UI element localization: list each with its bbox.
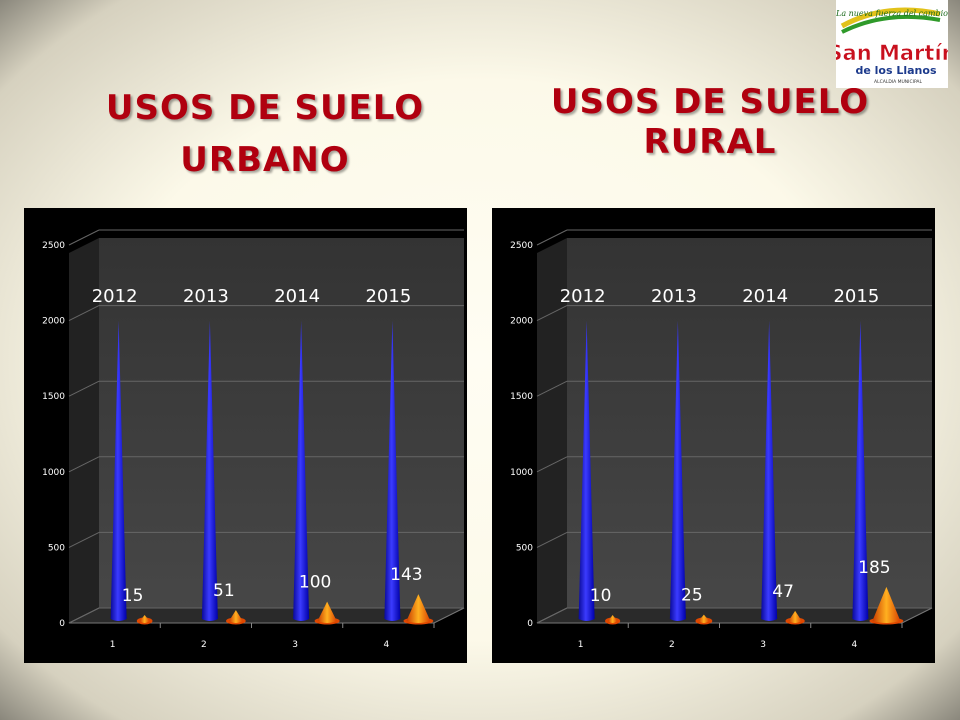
svg-text:San Martín: San Martín — [836, 41, 948, 65]
y-tick-label: 2500 — [42, 241, 65, 251]
gridline-depth — [68, 607, 100, 624]
chart-side-wall — [69, 238, 99, 623]
bar-blue-cone — [293, 320, 310, 621]
chart-back-wall — [567, 238, 932, 608]
gridline-depth — [536, 456, 568, 473]
category-label: 2012 — [92, 286, 138, 307]
bar-orange-cone — [317, 601, 337, 623]
y-tick-label: 0 — [59, 619, 65, 629]
gridline-depth — [68, 229, 100, 246]
gridline-depth — [536, 305, 568, 322]
x-tick-label: 3 — [292, 640, 298, 650]
gridline-depth — [68, 456, 100, 473]
bar-orange-cone — [788, 610, 802, 623]
data-label: 51 — [213, 581, 235, 601]
y-tick-label: 1500 — [42, 392, 65, 402]
x-tick-label: 1 — [110, 640, 116, 650]
x-tick-label: 1 — [578, 640, 584, 650]
svg-text:La nueva fuerza del cambio: La nueva fuerza del cambio — [836, 9, 948, 18]
category-label: 2014 — [742, 286, 788, 307]
x-tick-label: 2 — [201, 640, 207, 650]
chart-svg-rural: 0 500 1000 1500 2000 2500 1 2012 10 2 2013 25 3 2014 4… — [510, 229, 933, 650]
gridline-depth — [68, 305, 100, 322]
bar-orange-cone — [872, 586, 901, 623]
bar-blue-cone — [578, 320, 595, 621]
svg-text:ALCALDIA MUNICIPAL: ALCALDIA MUNICIPAL — [874, 79, 922, 85]
category-label: 2014 — [274, 286, 320, 307]
x-tick-label: 3 — [760, 640, 766, 650]
title-urbano: Usos de Suelo Urbano — [105, 88, 425, 180]
data-label: 143 — [390, 565, 422, 585]
bar-blue-cone — [669, 320, 686, 621]
y-tick-label: 2000 — [42, 317, 65, 327]
bar-orange-cone — [608, 615, 618, 623]
data-label: 15 — [122, 586, 144, 606]
bar-blue-cone — [761, 320, 778, 621]
svg-text:de los Llanos: de los Llanos — [855, 64, 936, 77]
chart-side-wall — [537, 238, 567, 623]
bar-orange-cone — [139, 615, 150, 623]
y-tick-label: 1000 — [510, 468, 533, 478]
bar-orange-cone — [406, 594, 431, 623]
chart-usos-suelo-rural: 0 500 1000 1500 2000 2500 1 2012 10 2 2013 25 3 2014 4… — [492, 208, 935, 663]
category-label: 2015 — [833, 286, 879, 307]
data-label: 185 — [858, 558, 890, 578]
gridline-depth — [68, 531, 100, 548]
bar-blue-cone — [852, 320, 869, 621]
gridline-depth — [536, 380, 568, 397]
y-tick-label: 500 — [48, 543, 65, 553]
gridline-depth — [536, 229, 568, 246]
y-tick-label: 2000 — [510, 317, 533, 327]
data-label: 47 — [772, 582, 794, 602]
data-label: 100 — [299, 573, 331, 593]
category-label: 2015 — [365, 286, 411, 307]
gridline-depth — [536, 607, 568, 624]
bar-blue-cone — [384, 320, 401, 621]
gridline-depth — [536, 531, 568, 548]
chart-svg-urbano: 0 500 1000 1500 2000 2500 1 2012 15 2 2013 51 3 2014 1… — [42, 229, 465, 650]
bar-blue-cone — [110, 320, 127, 621]
data-label: 25 — [681, 586, 703, 606]
category-label: 2013 — [651, 286, 697, 307]
chart-back-wall — [99, 238, 464, 608]
y-tick-label: 0 — [527, 619, 533, 629]
x-tick-label: 4 — [384, 640, 390, 650]
bar-orange-cone — [229, 610, 243, 623]
chart-usos-suelo-urbano: 0 500 1000 1500 2000 2500 1 2012 15 2 2013 51 3 2014 1… — [24, 208, 467, 663]
y-tick-label: 2500 — [510, 241, 533, 251]
y-tick-label: 1500 — [510, 392, 533, 402]
category-label: 2013 — [183, 286, 229, 307]
x-tick-label: 4 — [852, 640, 858, 650]
y-tick-label: 500 — [516, 543, 533, 553]
x-tick-label: 2 — [669, 640, 675, 650]
bar-orange-cone — [698, 614, 710, 623]
category-label: 2012 — [560, 286, 606, 307]
data-label: 10 — [590, 586, 612, 606]
bar-blue-cone — [201, 320, 218, 621]
y-tick-label: 1000 — [42, 468, 65, 478]
title-rural: Usos de Suelo Rural — [550, 82, 870, 162]
gridline-depth — [68, 380, 100, 397]
san-martin-logo: La nueva fuerza del cambio San Martín de… — [836, 0, 948, 88]
